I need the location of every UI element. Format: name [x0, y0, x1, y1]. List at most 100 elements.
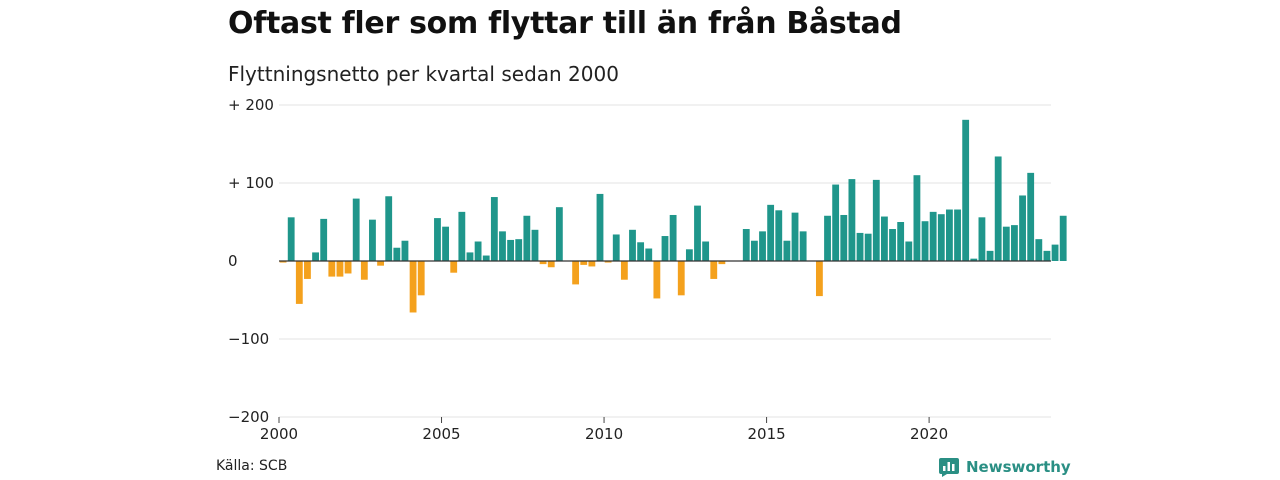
bar — [620, 261, 628, 280]
bar — [962, 119, 970, 261]
bar — [580, 261, 588, 265]
bar — [840, 214, 848, 261]
bar — [385, 196, 393, 261]
bar — [320, 218, 328, 261]
bar — [295, 261, 303, 304]
bar — [824, 215, 831, 261]
bar — [507, 239, 515, 261]
brand-logo[interactable]: Newsworthy — [938, 456, 1071, 478]
bar — [499, 231, 506, 261]
bar — [360, 261, 368, 280]
bar — [304, 261, 311, 279]
bar — [832, 184, 840, 261]
bar — [401, 240, 409, 261]
bar — [417, 261, 425, 296]
bar — [344, 261, 352, 274]
x-tick-label: 2015 — [747, 425, 785, 443]
bar — [612, 234, 620, 261]
y-tick-label: + 200 — [228, 96, 274, 114]
bar — [791, 212, 799, 261]
bar — [328, 261, 336, 277]
bar — [710, 261, 718, 279]
bar — [523, 215, 531, 261]
source-note: Källa: SCB — [216, 458, 288, 474]
bar — [889, 229, 896, 261]
bar — [596, 193, 604, 261]
bar — [880, 216, 888, 261]
bar — [767, 204, 775, 261]
bar — [921, 221, 929, 261]
bar — [669, 214, 677, 261]
bar — [572, 261, 580, 285]
bar — [946, 209, 953, 261]
bar — [555, 207, 563, 261]
bar — [970, 258, 978, 261]
bar — [913, 175, 921, 261]
bar — [905, 241, 913, 261]
y-tick-label: −100 — [228, 330, 269, 348]
bar — [661, 236, 669, 261]
bar — [466, 252, 474, 261]
x-tick-label: 2020 — [910, 425, 948, 443]
chart-title: Oftast fler som flyttar till än från Bås… — [228, 6, 902, 41]
bar — [1059, 215, 1067, 261]
bar — [986, 250, 994, 261]
bar — [759, 231, 766, 261]
bar — [1002, 226, 1010, 261]
bar — [1043, 250, 1051, 261]
bar — [539, 261, 547, 265]
bar — [629, 229, 636, 261]
bar — [377, 261, 384, 266]
bar — [474, 241, 482, 261]
bar — [279, 261, 287, 263]
bar — [588, 261, 596, 267]
bar — [434, 218, 441, 261]
bar — [718, 261, 726, 265]
bar — [815, 261, 823, 297]
bar — [856, 232, 864, 261]
bar — [352, 198, 360, 261]
bar — [783, 240, 791, 261]
bars — [279, 119, 1067, 313]
bar — [645, 248, 653, 261]
bar — [685, 249, 693, 261]
chart-subtitle: Flyttningsnetto per kvartal sedan 2000 — [228, 62, 619, 86]
x-tick-label: 2000 — [260, 425, 298, 443]
bar — [637, 242, 645, 261]
bar — [1011, 225, 1018, 261]
bar — [954, 209, 961, 261]
bar — [775, 210, 783, 261]
bar — [864, 233, 872, 261]
y-tick-label: 0 — [228, 252, 238, 270]
bar — [872, 179, 880, 261]
bar — [742, 229, 750, 261]
bar — [547, 261, 555, 268]
bar — [653, 261, 661, 299]
bar — [677, 261, 685, 296]
bar — [1051, 244, 1059, 261]
bar — [799, 231, 807, 261]
bar — [458, 211, 466, 261]
bar — [515, 239, 523, 261]
bar — [978, 217, 986, 261]
bar — [490, 197, 498, 261]
newsworthy-logo-icon — [939, 458, 959, 477]
bar — [604, 261, 612, 263]
bar — [312, 252, 319, 261]
brand-name: Newsworthy — [966, 458, 1071, 476]
bar — [994, 156, 1002, 261]
bar — [937, 214, 945, 261]
bar — [694, 205, 701, 261]
bar — [897, 222, 905, 261]
bar — [287, 217, 295, 261]
bar — [1019, 195, 1026, 261]
bar — [336, 261, 344, 277]
bar — [450, 261, 458, 273]
y-tick-label: + 100 — [228, 174, 274, 192]
bar — [1027, 172, 1035, 261]
bar — [848, 179, 856, 261]
bar — [702, 241, 710, 261]
bar — [482, 255, 490, 261]
